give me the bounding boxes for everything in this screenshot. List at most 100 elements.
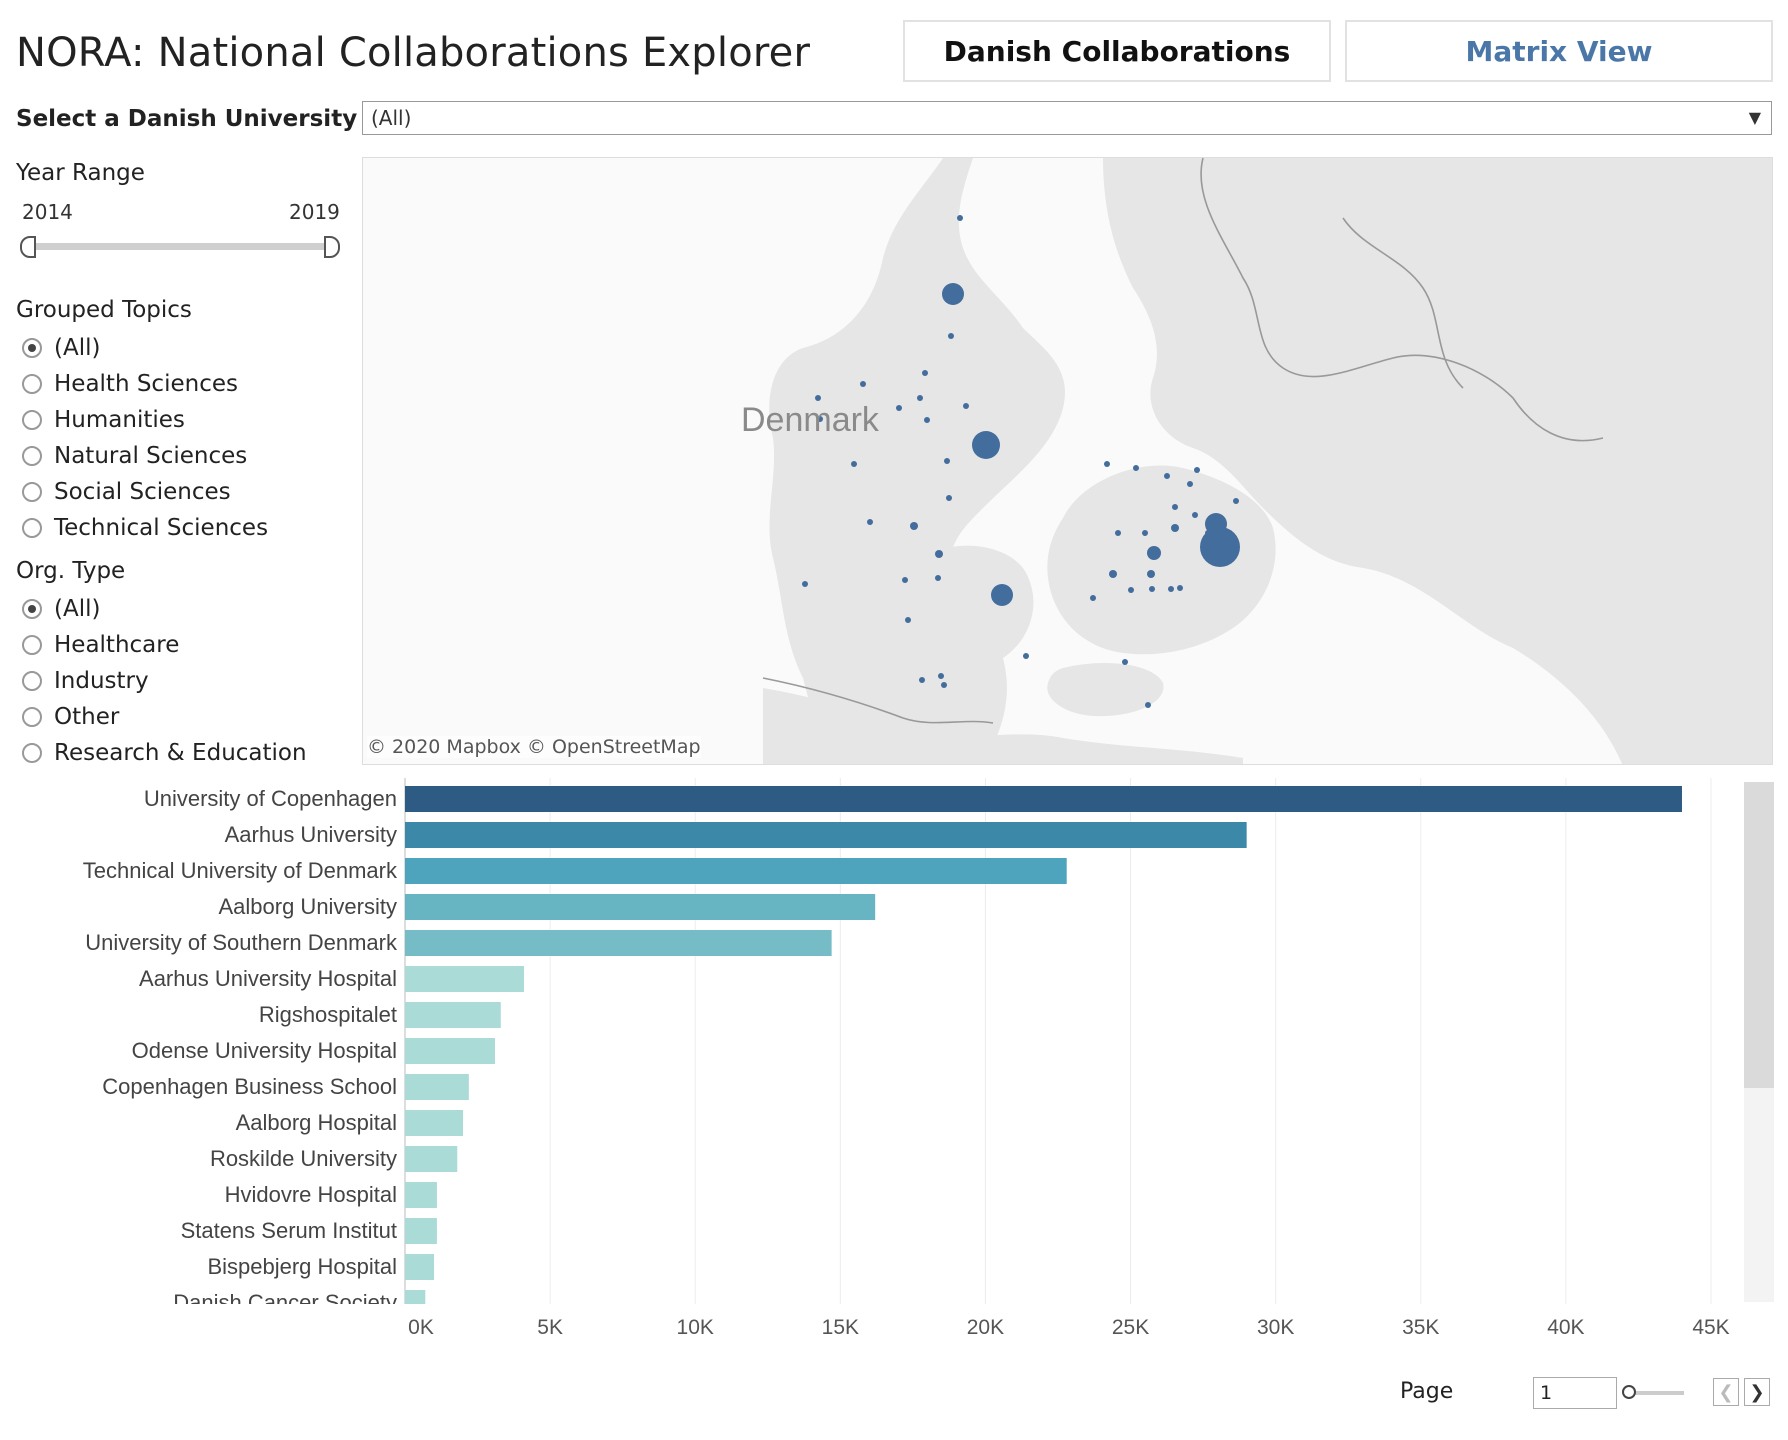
bar-danish-cancer-society[interactable] — [405, 1290, 426, 1316]
page-input[interactable]: 1 — [1533, 1377, 1617, 1409]
radio-button-icon[interactable] — [22, 743, 42, 763]
radio-button-icon[interactable] — [22, 635, 42, 655]
topic-option-humanities[interactable]: Humanities — [22, 407, 185, 433]
bar-technical-university-of-denmark[interactable] — [405, 858, 1067, 884]
map-marker[interactable] — [1187, 481, 1193, 487]
university-dropdown[interactable]: (All) ▼ — [362, 101, 1772, 135]
map-marker[interactable] — [1177, 585, 1183, 591]
map-marker[interactable] — [1147, 570, 1155, 578]
map-marker[interactable] — [867, 519, 873, 525]
org-type-option-other[interactable]: Other — [22, 704, 119, 730]
map-marker[interactable] — [1128, 587, 1134, 593]
map-marker[interactable] — [1115, 530, 1121, 536]
next-page-icon[interactable]: ❯ — [1744, 1378, 1770, 1406]
map-marker[interactable] — [817, 416, 823, 422]
radio-button-icon[interactable] — [22, 518, 42, 538]
map-marker[interactable] — [972, 431, 1000, 459]
map-marker[interactable] — [991, 584, 1013, 606]
map-marker[interactable] — [1164, 473, 1170, 479]
bar-university-of-southern-denmark[interactable] — [405, 930, 832, 956]
map-marker[interactable] — [910, 522, 918, 530]
map-marker[interactable] — [1194, 467, 1200, 473]
map-marker[interactable] — [1168, 586, 1174, 592]
map-marker[interactable] — [1147, 546, 1161, 560]
radio-button-icon[interactable] — [22, 707, 42, 727]
radio-button-icon[interactable] — [22, 446, 42, 466]
map-marker[interactable] — [902, 577, 908, 583]
tab-matrix-view[interactable]: Matrix View — [1345, 20, 1773, 82]
map-marker[interactable] — [896, 405, 902, 411]
year-start-handle[interactable] — [20, 236, 36, 258]
map-marker[interactable] — [1023, 653, 1029, 659]
map-marker[interactable] — [1149, 586, 1155, 592]
bar-bispebjerg-hospital[interactable] — [405, 1254, 435, 1280]
map-marker[interactable] — [1133, 465, 1139, 471]
topic-option-natural-sciences[interactable]: Natural Sciences — [22, 443, 247, 469]
radio-button-icon[interactable] — [22, 482, 42, 502]
bar-university-of-copenhagen[interactable] — [405, 786, 1682, 812]
bar-hvidovre-hospital[interactable] — [405, 1182, 437, 1208]
map-marker[interactable] — [1200, 527, 1240, 567]
bar-aalborg-hospital[interactable] — [405, 1110, 464, 1136]
map-marker[interactable] — [922, 370, 928, 376]
org-type-option-research-education[interactable]: Research & Education — [22, 740, 307, 766]
map-marker[interactable] — [851, 461, 857, 467]
radio-button-icon[interactable] — [22, 671, 42, 691]
map-marker[interactable] — [935, 550, 943, 558]
radio-button-icon[interactable] — [22, 374, 42, 394]
org-type-option-industry[interactable]: Industry — [22, 668, 149, 694]
map-marker[interactable] — [935, 575, 941, 581]
map-marker[interactable] — [957, 215, 963, 221]
year-end-handle[interactable] — [324, 236, 340, 258]
bar-odense-university-hospital[interactable] — [405, 1038, 495, 1064]
map-marker[interactable] — [1192, 512, 1198, 518]
map-marker[interactable] — [815, 395, 821, 401]
topic-option-all[interactable]: (All) — [22, 335, 100, 361]
org-type-option-healthcare[interactable]: Healthcare — [22, 632, 179, 658]
org-type-option-all[interactable]: (All) — [22, 596, 100, 622]
radio-button-icon[interactable] — [22, 599, 42, 619]
topic-option-social-sciences[interactable]: Social Sciences — [22, 479, 231, 505]
bar-copenhagen-business-school[interactable] — [405, 1074, 469, 1100]
map-marker[interactable] — [1172, 504, 1178, 510]
map-marker[interactable] — [1122, 659, 1128, 665]
map-marker[interactable] — [941, 682, 947, 688]
dropdown-arrow-icon[interactable]: ▼ — [1748, 108, 1761, 127]
bar-aalborg-university[interactable] — [405, 894, 876, 920]
page-slider[interactable] — [1632, 1391, 1684, 1395]
map-marker[interactable] — [1090, 595, 1096, 601]
year-range-slider[interactable] — [30, 243, 330, 250]
bar-aarhus-university-hospital[interactable] — [405, 966, 524, 992]
map-marker[interactable] — [905, 617, 911, 623]
map-marker[interactable] — [1145, 702, 1151, 708]
map-marker[interactable] — [946, 495, 952, 501]
radio-button-icon[interactable] — [22, 338, 42, 358]
map-marker[interactable] — [938, 673, 944, 679]
map-marker[interactable] — [1233, 498, 1239, 504]
collaboration-map[interactable]: Denmark © 2020 Mapbox © OpenStreetMap — [362, 157, 1773, 765]
bar-roskilde-university[interactable] — [405, 1146, 458, 1172]
topic-option-technical-sciences[interactable]: Technical Sciences — [22, 515, 268, 541]
map-marker[interactable] — [919, 677, 925, 683]
map-canvas[interactable]: Denmark — [363, 158, 1773, 765]
bar-rigshospitalet[interactable] — [405, 1002, 501, 1028]
map-marker[interactable] — [963, 403, 969, 409]
bar-aarhus-university[interactable] — [405, 822, 1247, 848]
page-slider-knob[interactable] — [1622, 1385, 1636, 1399]
map-marker[interactable] — [860, 381, 866, 387]
chart-scrollbar-thumb[interactable] — [1744, 782, 1774, 1088]
map-marker[interactable] — [1104, 461, 1110, 467]
map-marker[interactable] — [1142, 530, 1148, 536]
map-marker[interactable] — [944, 458, 950, 464]
map-marker[interactable] — [1109, 570, 1117, 578]
map-marker[interactable] — [980, 441, 986, 447]
prev-page-icon[interactable]: ❮ — [1713, 1378, 1739, 1406]
map-marker[interactable] — [1171, 524, 1179, 532]
map-marker[interactable] — [942, 283, 964, 305]
bar-statens-serum-institut[interactable] — [405, 1218, 437, 1244]
map-marker[interactable] — [802, 581, 808, 587]
tab-danish-collaborations[interactable]: Danish Collaborations — [903, 20, 1331, 82]
map-marker[interactable] — [948, 333, 954, 339]
topic-option-health-sciences[interactable]: Health Sciences — [22, 371, 238, 397]
map-marker[interactable] — [924, 417, 930, 423]
